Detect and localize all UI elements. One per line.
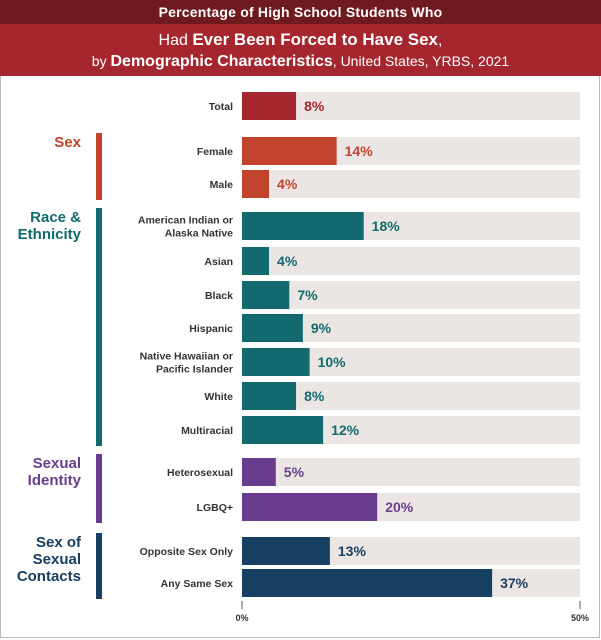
bar-value-label: 18% [372,218,401,234]
bar-track [242,281,580,309]
group-bracket [96,208,102,446]
axis-tick-label: 0% [235,613,248,623]
title-text: , United States, YRBS, 2021 [332,53,510,69]
category-label: Total [209,101,233,113]
bar-value-label: 13% [338,543,367,559]
group-label: Sex of [36,534,82,551]
bar-value-label: 8% [304,388,325,404]
category-label: Opposite Sex Only [140,546,234,558]
bar [242,314,303,342]
bar [242,569,493,597]
bar [242,212,364,240]
bar-track [242,382,580,410]
group-bracket [96,454,102,523]
title-text: , [438,32,443,49]
category-label: Pacific Islander [156,364,233,376]
chart-title-line-3: by Demographic Characteristics, United S… [0,51,601,72]
group-label: Sex [54,134,81,151]
bar [242,281,290,309]
group-label: Identity [28,472,82,489]
category-label: Asian [204,256,233,268]
group-label: Sexual [33,551,81,568]
bar [242,170,270,198]
group-bracket [96,133,102,200]
bar-value-label: 9% [311,320,332,336]
bar [242,382,297,410]
bar-value-label: 20% [385,499,414,515]
bar-value-label: 37% [500,575,529,591]
category-label: Multiracial [181,425,233,437]
bar-value-label: 8% [304,98,325,114]
bar [242,348,310,376]
bar-value-label: 12% [331,422,360,438]
bar [242,458,276,486]
bar [242,416,324,444]
category-label: Heterosexual [167,467,233,479]
group-label: Sexual [33,455,81,472]
group-bracket [96,533,102,599]
group-label: Ethnicity [18,226,82,243]
bar-value-label: 4% [277,253,298,269]
axis-tick-label: 50% [571,613,589,623]
category-label: White [204,391,233,403]
bar-value-label: 10% [318,354,347,370]
category-label: Any Same Sex [161,578,234,590]
category-label: Black [205,290,233,302]
title-text: Had [158,32,193,49]
category-label: Hispanic [189,323,233,335]
chart-title-line-1: Percentage of High School Students Who [0,0,601,24]
title-emphasis: Demographic Characteristics [110,53,333,70]
title-text: by [91,53,111,69]
bar [242,137,337,165]
bar-value-label: 14% [345,143,374,159]
bar [242,92,297,120]
chart-frame [0,76,600,638]
category-label: Alaska Native [165,228,233,240]
chart-title-line-2: Had Ever Been Forced to Have Sex, [0,29,601,52]
chart-title-block: Had Ever Been Forced to Have Sex, by Dem… [0,24,601,76]
group-label: Contacts [17,568,81,585]
bar [242,247,270,275]
bar-track [242,170,580,198]
bar-value-label: 7% [297,287,318,303]
category-label: Female [197,146,233,158]
bar [242,537,330,565]
title-emphasis: Ever Been Forced to Have Sex [192,30,438,49]
category-label: Native Hawaiian or [140,351,233,363]
bar [242,493,378,521]
bar-track [242,92,580,120]
category-label: LGBQ+ [197,502,233,514]
bar-value-label: 4% [277,176,298,192]
category-label: American Indian or [138,215,233,227]
category-label: Male [210,179,234,191]
bar-value-label: 5% [284,464,305,480]
bar-track [242,458,580,486]
bar-track [242,247,580,275]
group-label: Race & [30,209,81,226]
